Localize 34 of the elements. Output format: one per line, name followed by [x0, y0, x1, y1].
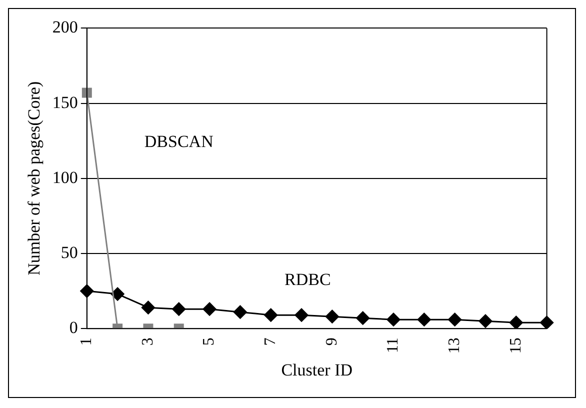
- y-tick-label: 100: [52, 168, 78, 187]
- point: [82, 88, 92, 98]
- y-tick-label: 150: [52, 92, 78, 112]
- series-label: RDBC: [284, 270, 331, 290]
- point: [509, 316, 523, 329]
- point: [141, 300, 155, 314]
- y-tick-label: 50: [60, 242, 78, 262]
- point: [540, 316, 554, 329]
- point: [325, 310, 339, 324]
- y-tick-label: 200: [52, 18, 78, 37]
- x-tick-label: 5: [200, 338, 218, 346]
- x-tick-label: 7: [262, 338, 280, 346]
- y-tick-label: 0: [69, 318, 78, 338]
- point: [294, 308, 308, 322]
- point: [80, 284, 94, 298]
- x-tick-label: 13: [446, 338, 464, 354]
- point: [448, 312, 462, 326]
- x-tick-label: 11: [384, 338, 402, 354]
- point: [478, 314, 492, 328]
- point: [356, 311, 370, 325]
- x-tick-label: 3: [139, 338, 156, 346]
- x-tick-label: 15: [507, 338, 524, 354]
- point: [233, 305, 247, 319]
- point: [202, 302, 216, 316]
- point: [172, 302, 186, 316]
- text: DBSCAN: [144, 132, 214, 151]
- point: [386, 312, 400, 326]
- point: [417, 312, 431, 326]
- point: [264, 308, 278, 322]
- x-axis-title: Cluster ID: [281, 360, 352, 380]
- x-tick-label: 9: [323, 338, 340, 346]
- point: [110, 287, 124, 301]
- y-axis-title: Number of web pages(Core): [24, 81, 44, 276]
- x-tick-label: 1: [78, 338, 96, 346]
